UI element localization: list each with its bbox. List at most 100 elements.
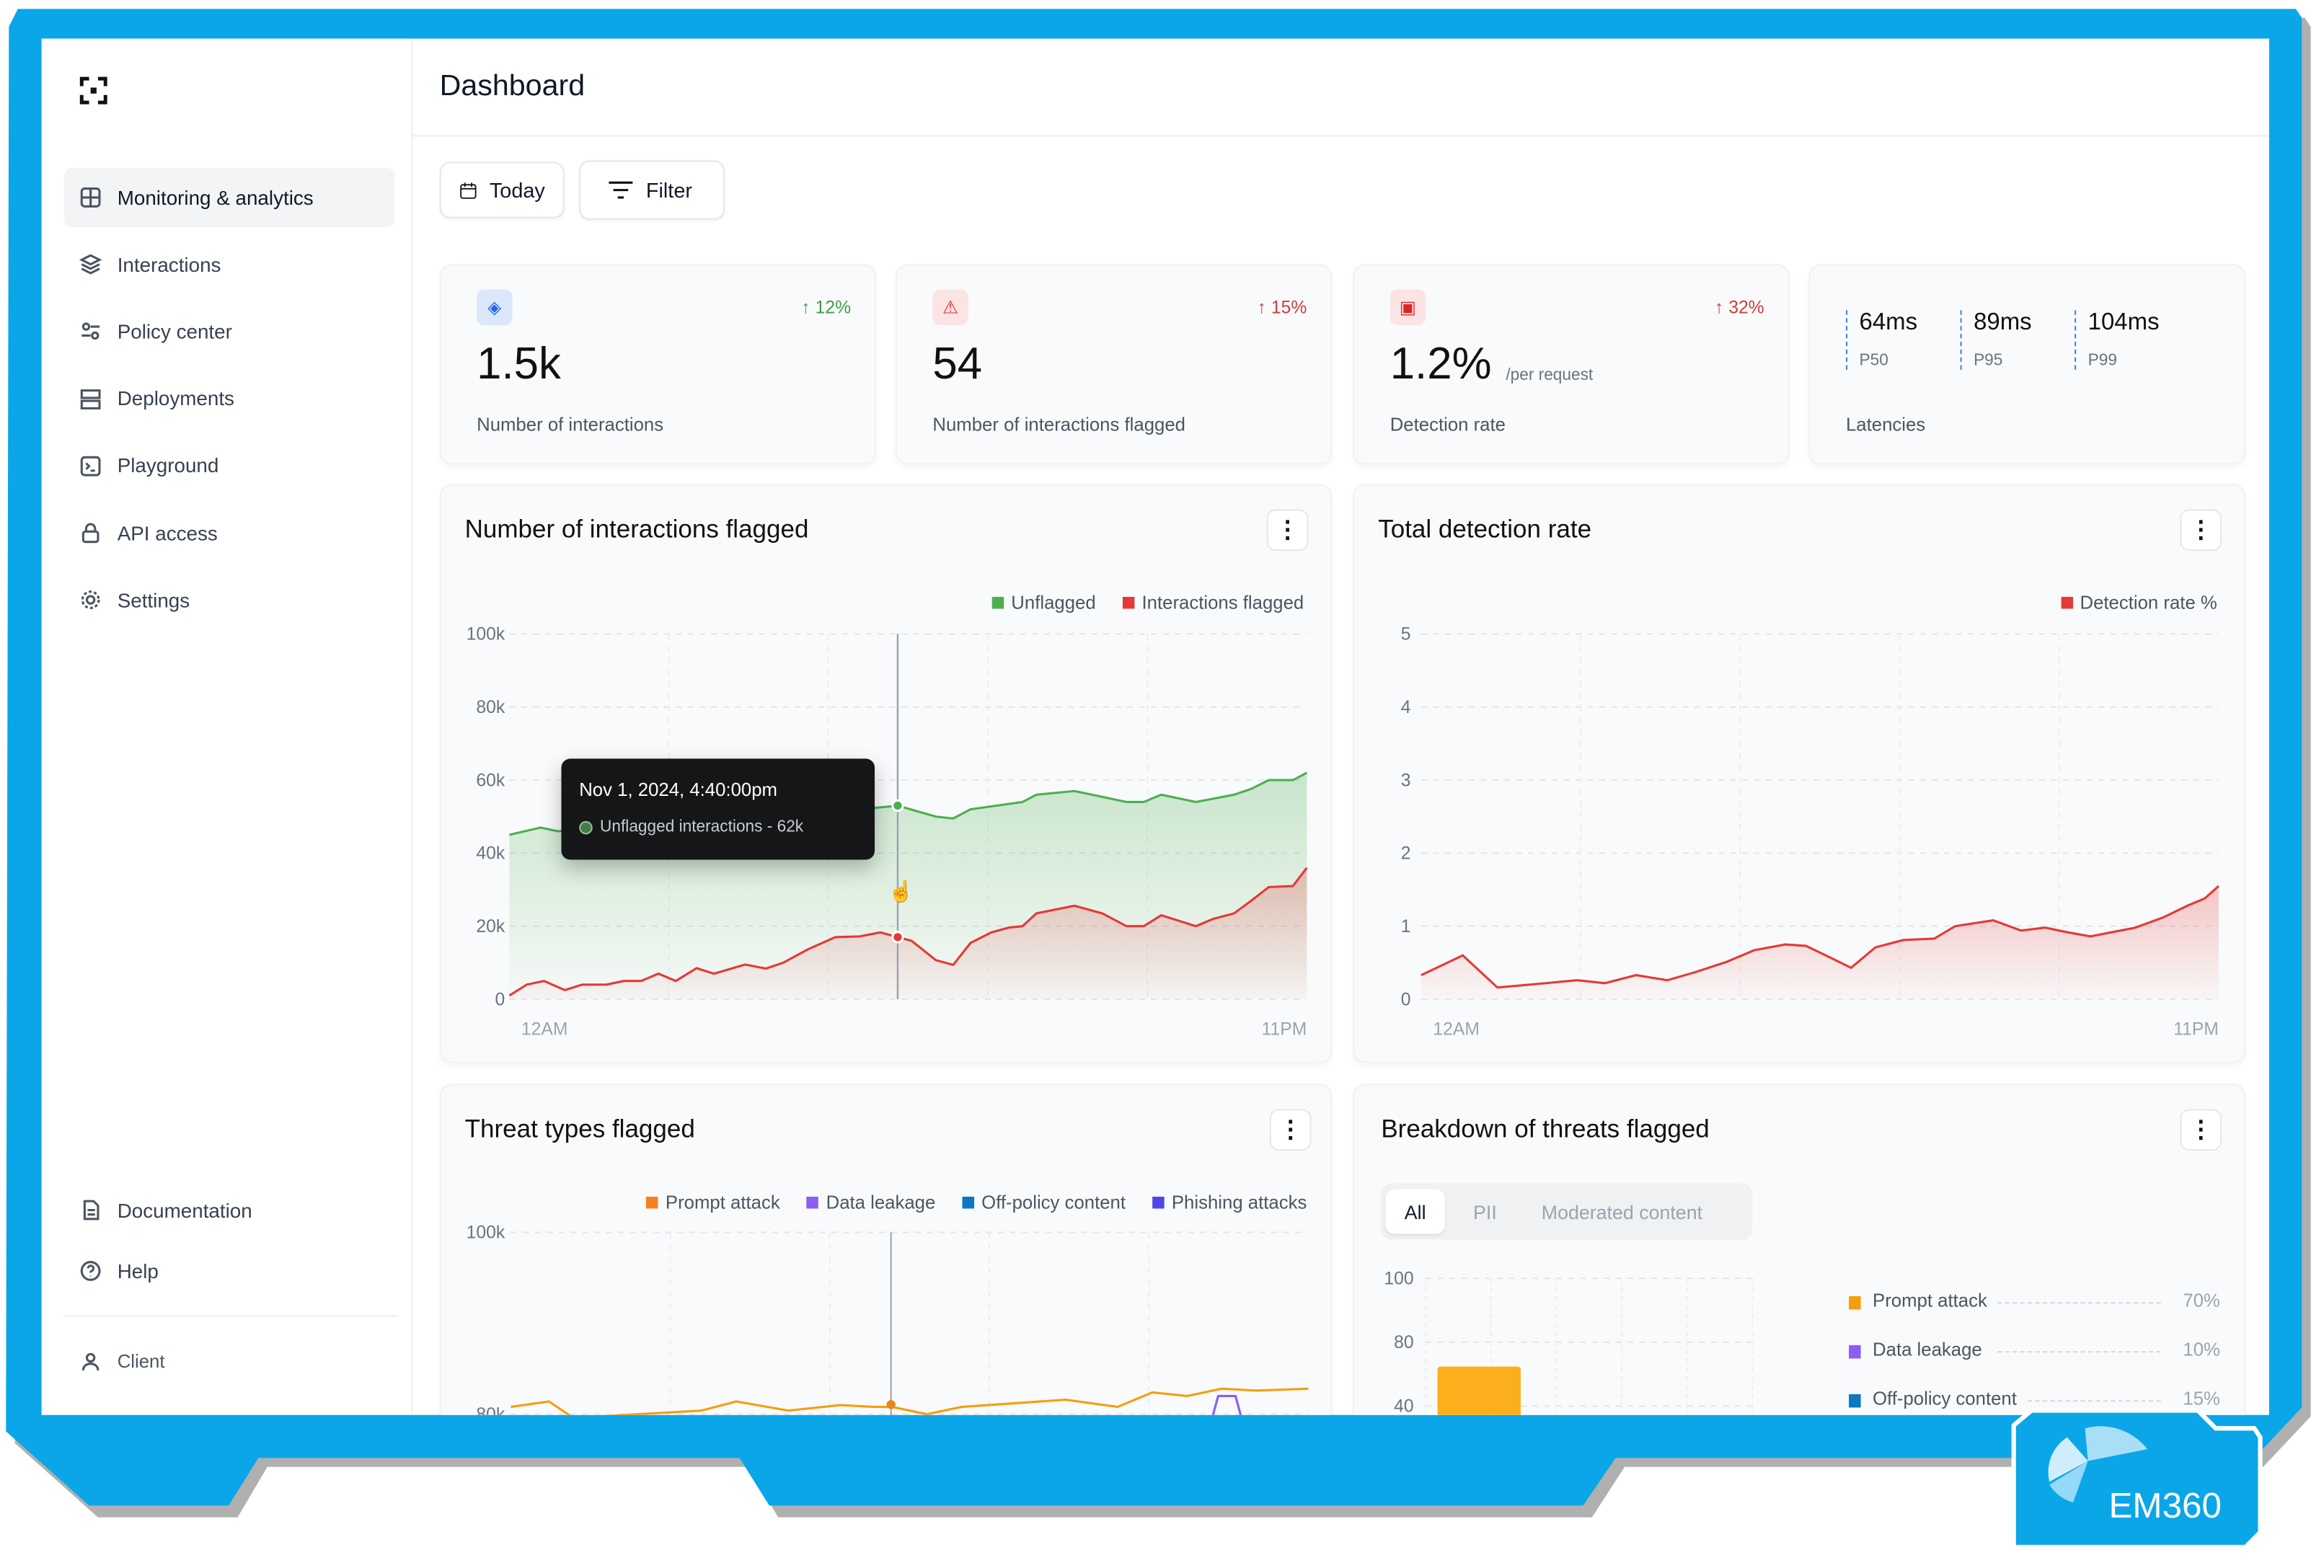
sidebar: Monitoring & analytics Interactions Policy… bbox=[41, 38, 413, 1415]
series-line-prompt-attack bbox=[511, 1387, 1309, 1415]
chart-legend: Unflagged Interactions flagged bbox=[991, 593, 1304, 614]
user-icon bbox=[81, 1352, 100, 1371]
focus-brackets-icon[interactable] bbox=[79, 76, 108, 105]
bar-prompt-attack bbox=[1437, 1366, 1521, 1415]
y-tick-label: 0 bbox=[495, 990, 505, 1009]
tab-pii[interactable]: PII bbox=[1473, 1201, 1497, 1224]
tooltip-title: Nov 1, 2024, 4:40:00pm bbox=[579, 779, 778, 801]
y-tick-label: 100k bbox=[467, 1223, 505, 1243]
legend-item: Unflagged bbox=[991, 593, 1096, 614]
sidebar-item-playground[interactable]: Playground bbox=[64, 436, 395, 495]
user-menu[interactable]: Client bbox=[64, 1332, 395, 1391]
sidebar-item-label: Monitoring & analytics bbox=[117, 186, 314, 209]
gear-icon bbox=[81, 590, 100, 610]
chart-title: Threat types flagged bbox=[464, 1115, 695, 1143]
stat-card-interactions: ◈ ↑ 12% 1.5k Number of interactions bbox=[439, 264, 877, 465]
series-line-data-leakage bbox=[1211, 1394, 1242, 1415]
hover-point-unflagged bbox=[891, 799, 904, 812]
stat-label: Number of interactions bbox=[477, 414, 664, 435]
tab-moderated-content[interactable]: Moderated content bbox=[1541, 1201, 1703, 1224]
sidebar-item-api-access[interactable]: API access bbox=[64, 503, 395, 562]
calendar-icon bbox=[460, 182, 477, 198]
y-tick-label: 100k bbox=[467, 625, 505, 645]
sidebar-item-label: API access bbox=[117, 521, 218, 544]
sidebar-item-monitoring-analytics[interactable]: Monitoring & analytics bbox=[63, 167, 395, 228]
y-tick-label: 80k bbox=[476, 1405, 505, 1415]
series-area-detection-rate-% bbox=[1421, 885, 2219, 1000]
app-window: Monitoring & analytics Interactions Policy… bbox=[41, 38, 2269, 1415]
more-options-button[interactable]: ⋮ bbox=[1266, 509, 1309, 552]
today-button[interactable]: Today bbox=[439, 161, 565, 218]
chart-card-threat-types: Threat types flagged ⋮ Prompt attack Dat… bbox=[439, 1084, 1333, 1415]
stat-label: Number of interactions flagged bbox=[932, 414, 1185, 435]
stat-value: 1.2% bbox=[1389, 340, 1492, 389]
y-tick-label: 80k bbox=[476, 698, 505, 717]
legend-item: Interactions flagged bbox=[1122, 593, 1304, 614]
y-tick-label: 4 bbox=[1401, 698, 1411, 717]
user-label: Client bbox=[117, 1351, 165, 1372]
breakdown-legend-item: Off-policy content 15% bbox=[1849, 1388, 2220, 1412]
server-icon bbox=[80, 389, 101, 409]
chart-card-breakdown: Breakdown of threats flagged ⋮ All PII M… bbox=[1353, 1084, 2245, 1415]
y-tick-label: 20k bbox=[476, 917, 505, 936]
sidebar-item-deployments[interactable]: Deployments bbox=[64, 369, 395, 428]
x-tick-label: 12AM bbox=[1433, 1019, 1480, 1039]
legend-item: Detection rate % bbox=[2060, 593, 2217, 614]
chart-title: Number of interactions flagged bbox=[464, 515, 809, 544]
threat-tabs: All PII Moderated content bbox=[1381, 1183, 1753, 1240]
stat-value: 1.5k bbox=[477, 340, 561, 389]
legend-item: Off-policy content bbox=[962, 1192, 1126, 1213]
y-tick-label: 80 bbox=[1394, 1333, 1413, 1352]
y-tick-label: 3 bbox=[1401, 771, 1411, 790]
y-tick-label: 40 bbox=[1394, 1397, 1413, 1415]
series-line-interactions-flagged bbox=[508, 867, 1308, 997]
legend-item: Phishing attacks bbox=[1152, 1192, 1307, 1213]
x-tick-label: 12AM bbox=[521, 1019, 568, 1039]
filter-icon bbox=[609, 181, 633, 199]
sidebar-item-label: Help bbox=[117, 1259, 159, 1283]
sidebar-item-documentation[interactable]: Documentation bbox=[64, 1180, 395, 1239]
sidebar-item-label: Interactions bbox=[117, 253, 221, 276]
header: Dashboard bbox=[412, 39, 2269, 137]
latency-p95: 89ms P95 bbox=[1960, 310, 2032, 370]
lock-icon bbox=[81, 523, 100, 544]
latency-p99: 104ms P99 bbox=[2075, 310, 2160, 370]
tab-all[interactable]: All bbox=[1385, 1189, 1445, 1234]
filter-button[interactable]: Filter bbox=[579, 160, 725, 220]
chart-legend: Prompt attack Data leakage Off-policy co… bbox=[646, 1192, 1307, 1213]
legend-item: Prompt attack bbox=[646, 1192, 780, 1213]
chart-title: Total detection rate bbox=[1378, 515, 1592, 544]
sidebar-item-settings[interactable]: Settings bbox=[64, 570, 395, 629]
sidebar-item-help[interactable]: Help bbox=[64, 1241, 395, 1301]
stat-card-latencies: 64ms P50 89ms P95 104ms P99 Latencies bbox=[1808, 264, 2245, 465]
chart-icon: ▣ bbox=[1389, 289, 1426, 326]
breakdown-legend-item: Data leakage 10% bbox=[1849, 1339, 2220, 1363]
document-icon bbox=[83, 1200, 100, 1221]
filter-label: Filter bbox=[645, 178, 692, 203]
sidebar-item-label: Playground bbox=[117, 454, 219, 477]
more-options-button[interactable]: ⋮ bbox=[2180, 1109, 2222, 1151]
y-tick-label: 1 bbox=[1401, 917, 1411, 936]
chart-legend: Detection rate % bbox=[2060, 593, 2217, 614]
sidebar-item-interactions[interactable]: Interactions bbox=[64, 235, 395, 294]
y-tick-label: 0 bbox=[1401, 990, 1411, 1009]
stat-card-detection-rate: ▣ ↑ 32% 1.2% /per request Detection rate bbox=[1353, 264, 1790, 465]
more-options-button[interactable]: ⋮ bbox=[2180, 509, 2222, 552]
more-options-button[interactable]: ⋮ bbox=[1269, 1109, 1312, 1151]
chart-tooltip: Nov 1, 2024, 4:40:00pm Unflagged interac… bbox=[561, 758, 875, 860]
hand-cursor-icon: ☝ bbox=[888, 879, 914, 903]
legend-item: Data leakage bbox=[806, 1192, 935, 1213]
sidebar-item-label: Deployments bbox=[117, 387, 234, 410]
hover-point-flagged bbox=[891, 931, 904, 944]
x-tick-label: 11PM bbox=[1262, 1019, 1307, 1039]
stat-label: Latencies bbox=[1845, 414, 1926, 435]
sidebar-item-policy-center[interactable]: Policy center bbox=[64, 302, 395, 361]
series-area-interactions-flagged bbox=[509, 867, 1307, 1000]
latency-p50: 64ms P50 bbox=[1845, 310, 1917, 370]
sidebar-item-label: Policy center bbox=[117, 320, 232, 343]
grid-icon bbox=[80, 187, 101, 208]
x-tick-label: 11PM bbox=[2173, 1019, 2219, 1039]
chart-title: Breakdown of threats flagged bbox=[1381, 1115, 1710, 1143]
sidebar-item-label: Settings bbox=[117, 588, 190, 611]
y-tick-label: 40k bbox=[476, 844, 505, 864]
